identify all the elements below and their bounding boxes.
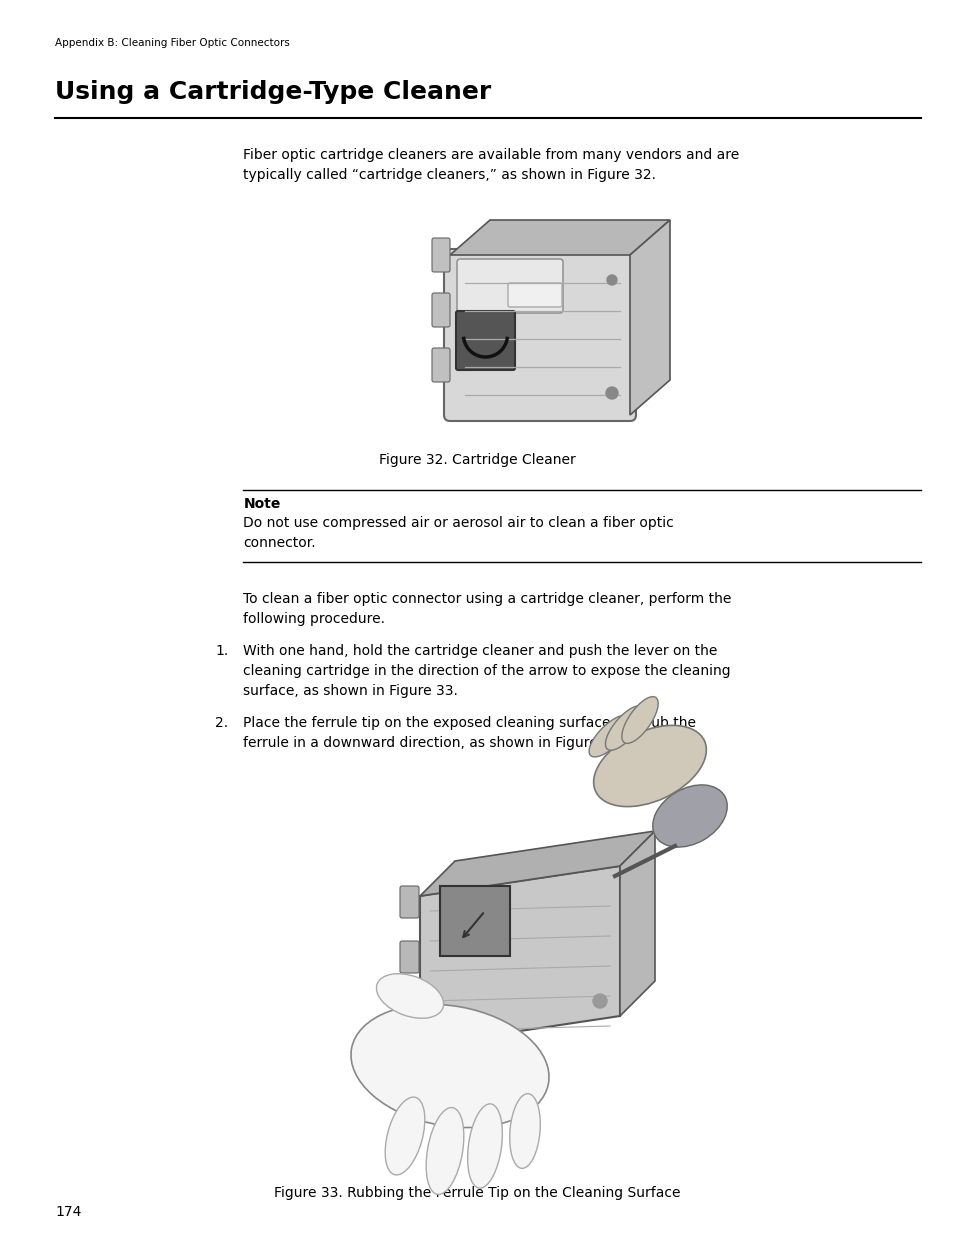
Ellipse shape bbox=[467, 1104, 502, 1188]
Text: Using a Cartridge-Type Cleaner: Using a Cartridge-Type Cleaner bbox=[55, 80, 491, 104]
Ellipse shape bbox=[385, 1097, 424, 1174]
Text: Appendix B: Cleaning Fiber Optic Connectors: Appendix B: Cleaning Fiber Optic Connect… bbox=[55, 38, 290, 48]
Text: To clean a fiber optic connector using a cartridge cleaner, perform the
followin: To clean a fiber optic connector using a… bbox=[243, 592, 731, 626]
FancyBboxPatch shape bbox=[443, 249, 636, 421]
Text: With one hand, hold the cartridge cleaner and push the lever on the
cleaning car: With one hand, hold the cartridge cleane… bbox=[243, 643, 730, 698]
FancyBboxPatch shape bbox=[399, 995, 418, 1028]
Circle shape bbox=[593, 994, 606, 1008]
FancyBboxPatch shape bbox=[432, 293, 450, 327]
Polygon shape bbox=[629, 220, 669, 415]
Text: Fiber optic cartridge cleaners are available from many vendors and are
typically: Fiber optic cartridge cleaners are avail… bbox=[243, 148, 739, 182]
FancyBboxPatch shape bbox=[456, 259, 562, 312]
Text: Figure 33. Rubbing the Ferrule Tip on the Cleaning Surface: Figure 33. Rubbing the Ferrule Tip on th… bbox=[274, 1186, 679, 1200]
Text: Figure 32. Cartridge Cleaner: Figure 32. Cartridge Cleaner bbox=[378, 453, 575, 467]
Bar bbox=[439, 885, 510, 956]
Text: 2.: 2. bbox=[215, 716, 228, 730]
Ellipse shape bbox=[652, 785, 726, 847]
Text: 1.: 1. bbox=[215, 643, 229, 658]
FancyBboxPatch shape bbox=[399, 885, 418, 918]
Polygon shape bbox=[619, 831, 655, 1016]
Polygon shape bbox=[419, 831, 655, 897]
FancyBboxPatch shape bbox=[399, 941, 418, 973]
Ellipse shape bbox=[426, 1108, 463, 1194]
Ellipse shape bbox=[605, 705, 644, 750]
FancyBboxPatch shape bbox=[432, 238, 450, 272]
FancyBboxPatch shape bbox=[432, 348, 450, 382]
FancyBboxPatch shape bbox=[507, 283, 561, 308]
Ellipse shape bbox=[593, 725, 705, 806]
Text: Place the ferrule tip on the exposed cleaning surface and rub the
ferrule in a d: Place the ferrule tip on the exposed cle… bbox=[243, 716, 696, 750]
Ellipse shape bbox=[351, 1004, 549, 1128]
Ellipse shape bbox=[509, 1094, 539, 1168]
Circle shape bbox=[605, 387, 618, 399]
Text: Note: Note bbox=[243, 496, 280, 511]
Polygon shape bbox=[450, 220, 669, 254]
Ellipse shape bbox=[621, 697, 658, 743]
Ellipse shape bbox=[588, 715, 630, 757]
FancyBboxPatch shape bbox=[456, 311, 515, 370]
Text: 174: 174 bbox=[55, 1205, 82, 1219]
Text: Do not use compressed air or aerosol air to clean a fiber optic
connector.: Do not use compressed air or aerosol air… bbox=[243, 516, 674, 550]
Polygon shape bbox=[419, 866, 619, 1046]
Ellipse shape bbox=[376, 973, 443, 1019]
Circle shape bbox=[606, 275, 617, 285]
